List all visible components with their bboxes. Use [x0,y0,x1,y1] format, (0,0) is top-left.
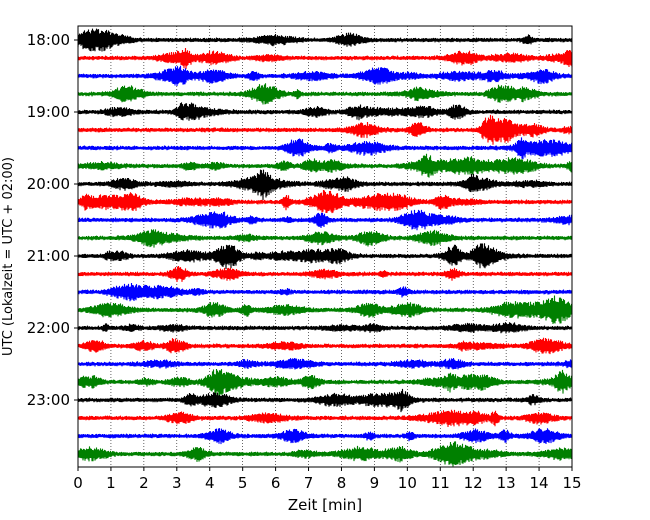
x-tick-label: 1 [106,474,116,492]
x-tick-label: 7 [304,474,314,492]
trace-2000 [77,169,573,201]
trace-2045 [77,229,573,248]
x-tick-label: 12 [464,474,483,492]
trace-2345 [77,441,573,467]
trace-1815 [77,48,573,70]
trace-2145 [77,295,573,324]
x-tick-label: 5 [238,474,248,492]
trace-2245 [77,369,573,397]
trace-1945 [77,153,573,178]
trace-2315 [77,409,573,428]
y-tick-label: 22:00 [27,319,70,337]
plot-frame [77,25,573,468]
x-tick-label: 10 [398,474,417,492]
trace-1845 [77,83,573,105]
trace-2115 [77,266,573,282]
trace-2100 [77,243,573,270]
seismic-traces [77,28,573,467]
y-axis-label: UTC (Lokalzeit = UTC + 02:00) [1,157,16,356]
trace-1930 [77,137,573,160]
y-tick-label: 19:00 [27,103,70,121]
y-tick-label: 21:00 [27,247,70,265]
y-tick-label: 20:00 [27,175,70,193]
trace-2230 [77,358,573,370]
x-tick-label: 3 [172,474,182,492]
trace-2015 [77,189,573,214]
x-tick-label: 14 [530,474,549,492]
x-axis-ticks: 0 1 2 3 4 5 6 7 8 9 10 11 12 13 14 15 [73,467,582,492]
x-tick-label: 0 [73,474,83,492]
x-tick-label: 2 [139,474,149,492]
trace-2200 [77,322,573,334]
x-tick-label: 15 [562,474,581,492]
trace-2330 [77,428,573,445]
y-tick-label: 23:00 [27,391,70,409]
x-axis-label: Zeit [min] [288,496,362,514]
x-tick-label: 9 [370,474,380,492]
trace-2215 [77,337,573,355]
trace-1915 [77,114,573,145]
x-tick-label: 8 [337,474,347,492]
trace-2030 [77,209,573,231]
x-tick-label: 6 [271,474,281,492]
trace-2130 [77,282,573,302]
trace-1800 [77,28,573,52]
y-axis-ticks: 18:00 19:00 20:00 21:00 22:00 23:00 [27,31,78,409]
trace-1900 [77,102,573,121]
y-tick-label: 18:00 [27,31,70,49]
x-tick-label: 4 [205,474,215,492]
x-tick-label: 13 [497,474,516,492]
x-tick-label: 11 [431,474,450,492]
trace-1830 [77,65,573,87]
trace-2300 [77,388,573,413]
